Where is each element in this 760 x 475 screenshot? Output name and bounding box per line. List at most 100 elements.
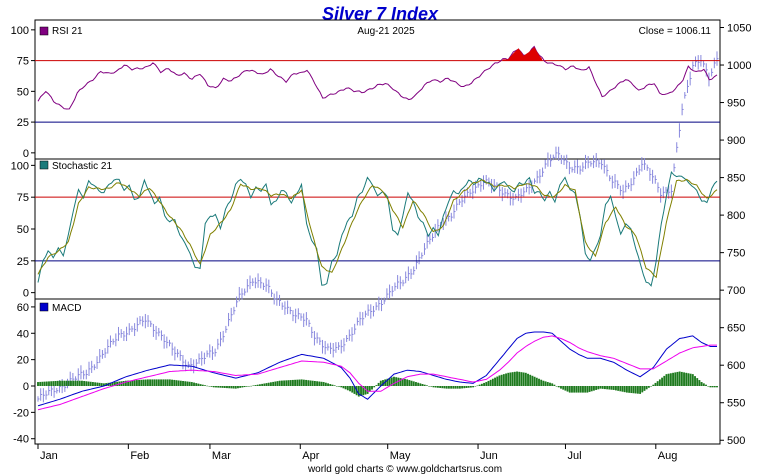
reference-lines: [35, 60, 720, 262]
macd-histogram-bar: [399, 378, 402, 386]
macd-histogram-bar: [696, 378, 699, 386]
series-line-macd: [37, 331, 717, 407]
macd-histogram-bar: [256, 384, 259, 386]
macd-histogram-bar: [296, 379, 299, 386]
macd-histogram-bar: [353, 386, 356, 394]
macd-histogram-bar: [179, 380, 182, 386]
macd-histogram-bar: [500, 374, 503, 386]
macd-histogram-bar: [476, 385, 479, 387]
macd-histogram-bar: [133, 380, 136, 386]
macd-histogram-bar: [395, 377, 398, 386]
macd-histogram-bar: [72, 380, 75, 386]
macd-histogram-bar: [630, 386, 633, 394]
macd-histogram-bar: [248, 386, 250, 387]
macd-histogram-bar: [199, 384, 202, 386]
macd-histogram-bar: [571, 386, 573, 393]
macd-histogram-bar: [423, 384, 426, 386]
macd-histogram-bar: [415, 382, 417, 386]
macd-histogram-bar: [278, 380, 281, 386]
macd-histogram-bar: [702, 383, 705, 386]
macd-histogram-bar: [623, 386, 626, 393]
macd-histogram-bar: [368, 386, 371, 392]
macd-histogram-bar: [129, 380, 132, 386]
macd-histogram-bar: [509, 372, 512, 386]
month-tick-label: Aug: [658, 450, 678, 462]
macd-histogram-bar: [162, 379, 165, 386]
macd-histogram-bar: [320, 381, 323, 386]
left-axis-tick-label: 0: [23, 148, 29, 160]
macd-histogram-bar: [371, 386, 373, 390]
macd-histogram-bar: [122, 380, 125, 386]
macd-histogram-bar: [157, 379, 160, 386]
macd-histogram-bar: [327, 383, 329, 386]
left-axis-tick-label: 25: [17, 117, 29, 129]
price-bars: [37, 51, 719, 403]
macd-histogram-bar: [182, 380, 184, 386]
macd-histogram-bar: [285, 380, 288, 386]
macd-histogram-bar: [63, 380, 66, 386]
macd-histogram-bar: [173, 379, 176, 386]
right-axis-tick-label: 850: [727, 173, 745, 185]
macd-histogram-bar: [474, 386, 477, 387]
macd-histogram-bar: [43, 381, 46, 386]
macd-histogram-bar: [406, 379, 409, 386]
macd-histogram-bar: [298, 379, 301, 386]
macd-histogram-bar: [41, 381, 44, 386]
macd-histogram-bar: [144, 379, 147, 386]
right-axis-tick-label: 1000: [727, 60, 751, 72]
macd-histogram-bar: [151, 379, 154, 386]
macd-histogram-bar: [351, 386, 354, 393]
month-tick-label: Jun: [480, 450, 498, 462]
macd-histogram-bar: [146, 379, 149, 386]
macd-histogram-bar: [226, 386, 228, 389]
stochastic-panel-frame: [34, 158, 721, 300]
macd-histogram-bar: [557, 386, 560, 388]
month-tick-label: Feb: [130, 450, 149, 462]
macd-histogram-bar: [683, 372, 685, 386]
macd-histogram-bar: [206, 385, 209, 387]
macd-histogram-bar: [454, 386, 457, 389]
macd-histogram-bar: [601, 386, 604, 389]
macd-histogram-bar: [588, 386, 591, 392]
macd-histogram-bar: [311, 380, 314, 386]
macd-histogram-bar: [397, 377, 400, 386]
macd-histogram-bar: [680, 371, 683, 386]
macd-histogram-bar: [54, 380, 57, 386]
macd-histogram-bar: [390, 377, 393, 386]
macd-histogram-bar: [586, 386, 589, 393]
macd-histogram-bar: [100, 383, 103, 386]
macd-histogram-bar: [573, 386, 576, 393]
macd-histogram-bar: [652, 384, 655, 386]
macd-histogram-bar: [516, 371, 518, 386]
month-tick-label: Mar: [212, 450, 231, 462]
macd-histogram-bar: [555, 386, 558, 387]
macd-histogram-bar: [434, 386, 437, 388]
macd-histogram-bar: [175, 380, 178, 386]
left-axis-tick-label: 0: [23, 381, 29, 393]
macd-histogram-bar: [215, 386, 217, 388]
stochastic-panel: Stochastic 21: [34, 158, 721, 300]
macd-histogram-bar: [87, 381, 90, 386]
macd-histogram-bar: [645, 386, 648, 390]
macd-histogram-bar: [527, 373, 529, 386]
macd-histogram-bar: [564, 386, 567, 391]
macd-histogram-bar: [338, 386, 340, 387]
macd-histogram-bar: [259, 384, 261, 386]
macd-histogram-bar: [483, 382, 486, 386]
macd-histogram-bar: [96, 382, 99, 386]
macd-histogram-bar: [700, 382, 703, 386]
macd-histogram-bar: [489, 379, 492, 386]
macd-histogram-bar: [364, 386, 367, 395]
macd-histogram-bar: [472, 386, 475, 388]
right-axis-tick-label: 650: [727, 323, 745, 335]
macd-panel-frame: [34, 298, 721, 445]
macd-histogram-bar: [333, 385, 336, 386]
macd-histogram-bar: [685, 372, 688, 386]
macd-histogram-bar: [237, 386, 239, 389]
macd-histogram-bar: [524, 372, 527, 386]
macd-histogram-bar: [663, 375, 666, 386]
right-axis-tick-label: 550: [727, 398, 745, 410]
macd-histogram-bar: [70, 380, 72, 386]
